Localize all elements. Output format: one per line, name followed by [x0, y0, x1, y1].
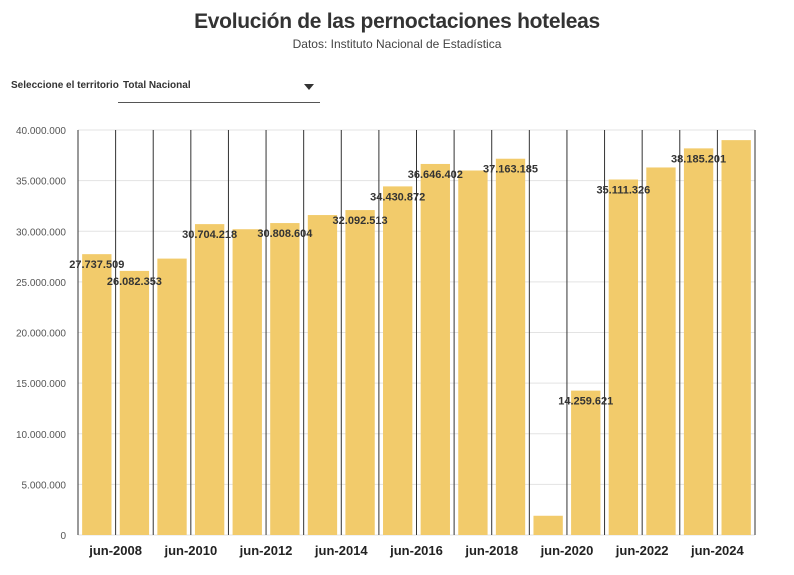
y-tick-label: 40.000.000: [16, 126, 66, 137]
data-label: 30.704.218: [182, 229, 237, 241]
data-label: 38.185.201: [671, 153, 726, 165]
y-tick-label: 5.000.000: [22, 480, 67, 491]
data-label: 35.111.326: [596, 184, 650, 196]
bar: [157, 258, 187, 535]
bar: [646, 167, 676, 535]
y-tick-label: 15.000.000: [16, 379, 66, 390]
bar: [683, 148, 714, 535]
y-tick-label: 25.000.000: [16, 278, 66, 289]
bar: [420, 163, 450, 535]
territory-selector-label: Seleccione el territorio: [11, 80, 119, 91]
y-tick-label: 20.000.000: [16, 329, 66, 340]
chevron-down-icon: [304, 84, 314, 90]
bar: [82, 254, 112, 535]
y-tick-label: 10.000.000: [16, 430, 66, 441]
bar: [495, 158, 526, 535]
data-label: 14.259.621: [558, 396, 613, 408]
territory-dropdown[interactable]: Total Nacional: [118, 74, 320, 103]
data-label: 37.163.185: [483, 164, 538, 176]
data-label: 26.082.353: [107, 276, 162, 288]
bar-chart: 0 5.000.000 10.000.000 15.000.000 20.000.000…: [16, 126, 756, 558]
x-tick-label: jun-2022: [615, 543, 669, 558]
bar: [608, 179, 639, 535]
data-label: 32.092.513: [333, 215, 388, 227]
bar: [533, 515, 563, 535]
data-label: 34.430.872: [370, 191, 425, 203]
x-tick-label: jun-2018: [464, 543, 518, 558]
x-tick-label: jun-2012: [239, 543, 293, 558]
data-label: 30.808.604: [257, 228, 313, 240]
x-tick-label: jun-2010: [163, 543, 217, 558]
x-tick-label: jun-2014: [314, 543, 369, 558]
bar: [383, 186, 413, 535]
bar: [119, 270, 150, 535]
data-label: 36.646.402: [408, 169, 463, 181]
bar: [721, 140, 751, 535]
bar: [345, 210, 375, 536]
x-tick-label: jun-2020: [540, 543, 594, 558]
y-tick-label: 30.000.000: [16, 227, 66, 238]
y-tick-label: 0: [60, 531, 66, 542]
territory-dropdown-value: Total Nacional: [123, 80, 191, 91]
x-tick-label: jun-2016: [389, 543, 443, 558]
bar: [458, 170, 488, 535]
bar: [194, 224, 225, 535]
data-label: 27.737.509: [69, 259, 124, 271]
bar: [232, 229, 262, 535]
bar: [571, 390, 601, 535]
bar: [307, 215, 338, 536]
y-tick-label: 35.000.000: [16, 177, 66, 188]
x-tick-label: jun-2008: [88, 543, 142, 558]
bar: [270, 223, 300, 536]
chart-subtitle: Datos: Instituto Nacional de Estadística: [292, 37, 502, 51]
x-tick-label: jun-2024: [690, 543, 745, 558]
chart-title: Evolución de las pernoctaciones hoteleas: [194, 10, 600, 33]
